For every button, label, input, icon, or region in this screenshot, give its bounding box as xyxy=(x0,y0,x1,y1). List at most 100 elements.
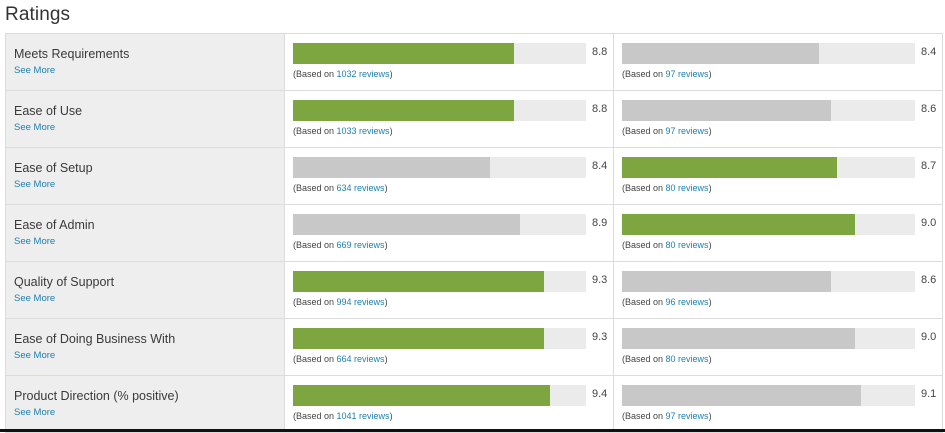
rating-label: Quality of Support xyxy=(14,275,115,289)
score-bar-track xyxy=(622,271,915,292)
based-on-suffix: ) xyxy=(708,411,712,421)
score-bar-fill xyxy=(293,271,545,292)
score-bar-line: 8.9 xyxy=(293,214,613,235)
score-cell-product-a: 9.3 (Based on 664 reviews) xyxy=(285,319,613,375)
score-value: 9.1 xyxy=(921,387,937,400)
rating-row-ease-of-use: Ease of Use See More 8.8 (Based on 1033 rev… xyxy=(6,91,942,148)
score-cell-product-b: 8.6 (Based on 96 reviews) xyxy=(613,262,941,318)
score-cell-product-a: 9.3 (Based on 994 reviews) xyxy=(285,262,613,318)
see-more-link[interactable]: See More xyxy=(14,293,56,304)
score-cell-product-b: 9.0 (Based on 80 reviews) xyxy=(613,319,941,375)
score-cell-product-a: 8.8 (Based on 1032 reviews) xyxy=(285,34,613,90)
based-on-suffix: ) xyxy=(708,126,712,136)
based-on-prefix: (Based on xyxy=(622,126,666,136)
based-on-prefix: (Based on xyxy=(622,69,666,79)
reviews-link[interactable]: 634 reviews xyxy=(336,183,385,193)
score-bar-fill xyxy=(293,43,515,64)
score-bar-track xyxy=(293,328,586,349)
rating-label: Ease of Use xyxy=(14,104,83,118)
score-value: 9.0 xyxy=(921,330,937,343)
score-bar-line: 8.6 xyxy=(622,271,941,292)
see-more-link[interactable]: See More xyxy=(14,407,56,418)
based-on-prefix: (Based on xyxy=(293,69,337,79)
based-on-text: (Based on 97 reviews) xyxy=(622,411,941,421)
score-bar-line: 8.7 xyxy=(622,157,941,178)
based-on-text: (Based on 97 reviews) xyxy=(622,126,941,136)
score-bar-fill xyxy=(622,100,832,121)
reviews-link[interactable]: 1032 reviews xyxy=(336,69,390,79)
based-on-suffix: ) xyxy=(384,297,388,307)
reviews-link[interactable]: 669 reviews xyxy=(336,240,385,250)
based-on-suffix: ) xyxy=(389,411,393,421)
based-on-text: (Based on 80 reviews) xyxy=(622,354,941,364)
based-on-prefix: (Based on xyxy=(622,354,666,364)
rating-label-cell: Ease of Use See More xyxy=(6,91,285,147)
based-on-prefix: (Based on xyxy=(293,240,337,250)
score-bar-track xyxy=(622,328,915,349)
reviews-link[interactable]: 1041 reviews xyxy=(336,411,390,421)
based-on-prefix: (Based on xyxy=(293,354,337,364)
based-on-text: (Based on 994 reviews) xyxy=(293,297,613,307)
score-value: 8.7 xyxy=(921,159,937,172)
score-bar-fill xyxy=(293,328,545,349)
reviews-link[interactable]: 97 reviews xyxy=(665,411,709,421)
see-more-link[interactable]: See More xyxy=(14,179,56,190)
score-bar-line: 9.0 xyxy=(622,328,941,349)
reviews-link[interactable]: 97 reviews xyxy=(665,126,709,136)
based-on-prefix: (Based on xyxy=(622,183,666,193)
score-bar-track xyxy=(622,214,915,235)
score-value: 9.0 xyxy=(921,216,937,229)
score-value: 8.9 xyxy=(592,216,608,229)
score-value: 8.6 xyxy=(921,102,937,115)
rating-label: Meets Requirements xyxy=(14,47,130,61)
rating-label-cell: Product Direction (% positive) See More xyxy=(6,376,285,432)
score-bar-fill xyxy=(622,385,862,406)
score-cell-product-b: 8.6 (Based on 97 reviews) xyxy=(613,91,941,147)
rating-row-quality-of-support: Quality of Support See More 9.3 (Based on 9… xyxy=(6,262,942,319)
score-bar-fill xyxy=(622,214,856,235)
rating-label: Ease of Setup xyxy=(14,161,93,175)
based-on-prefix: (Based on xyxy=(293,297,337,307)
based-on-prefix: (Based on xyxy=(622,240,666,250)
reviews-link[interactable]: 994 reviews xyxy=(336,297,385,307)
score-bar-track xyxy=(622,43,915,64)
score-bar-fill xyxy=(622,271,832,292)
rating-label-cell: Ease of Doing Business With See More xyxy=(6,319,285,375)
reviews-link[interactable]: 97 reviews xyxy=(665,69,709,79)
score-bar-track xyxy=(293,271,586,292)
score-bar-line: 9.3 xyxy=(293,328,613,349)
reviews-link[interactable]: 1033 reviews xyxy=(336,126,390,136)
rating-label: Product Direction (% positive) xyxy=(14,389,179,403)
based-on-suffix: ) xyxy=(708,69,712,79)
score-bar-fill xyxy=(293,214,521,235)
score-value: 9.4 xyxy=(592,387,608,400)
based-on-prefix: (Based on xyxy=(622,297,666,307)
see-more-link[interactable]: See More xyxy=(14,350,56,361)
reviews-link[interactable]: 80 reviews xyxy=(665,240,709,250)
score-cell-product-a: 8.9 (Based on 669 reviews) xyxy=(285,205,613,261)
based-on-suffix: ) xyxy=(384,183,388,193)
score-value: 8.4 xyxy=(592,159,608,172)
based-on-text: (Based on 96 reviews) xyxy=(622,297,941,307)
rating-row-meets-requirements: Meets Requirements See More 8.8 (Based on 1… xyxy=(6,34,942,91)
reviews-link[interactable]: 80 reviews xyxy=(665,354,709,364)
score-bar-track xyxy=(622,157,915,178)
based-on-text: (Based on 97 reviews) xyxy=(622,69,941,79)
score-bar-fill xyxy=(293,385,551,406)
see-more-link[interactable]: See More xyxy=(14,236,56,247)
based-on-prefix: (Based on xyxy=(293,183,337,193)
score-bar-line: 9.0 xyxy=(622,214,941,235)
see-more-link[interactable]: See More xyxy=(14,65,56,76)
score-bar-track xyxy=(293,100,586,121)
see-more-link[interactable]: See More xyxy=(14,122,56,133)
based-on-prefix: (Based on xyxy=(293,126,337,136)
based-on-text: (Based on 1032 reviews) xyxy=(293,69,613,79)
reviews-link[interactable]: 96 reviews xyxy=(665,297,709,307)
score-bar-line: 8.6 xyxy=(622,100,941,121)
reviews-link[interactable]: 80 reviews xyxy=(665,183,709,193)
page-title: Ratings xyxy=(5,4,71,25)
score-bar-line: 8.4 xyxy=(293,157,613,178)
based-on-suffix: ) xyxy=(708,183,712,193)
reviews-link[interactable]: 664 reviews xyxy=(336,354,385,364)
based-on-text: (Based on 1041 reviews) xyxy=(293,411,613,421)
